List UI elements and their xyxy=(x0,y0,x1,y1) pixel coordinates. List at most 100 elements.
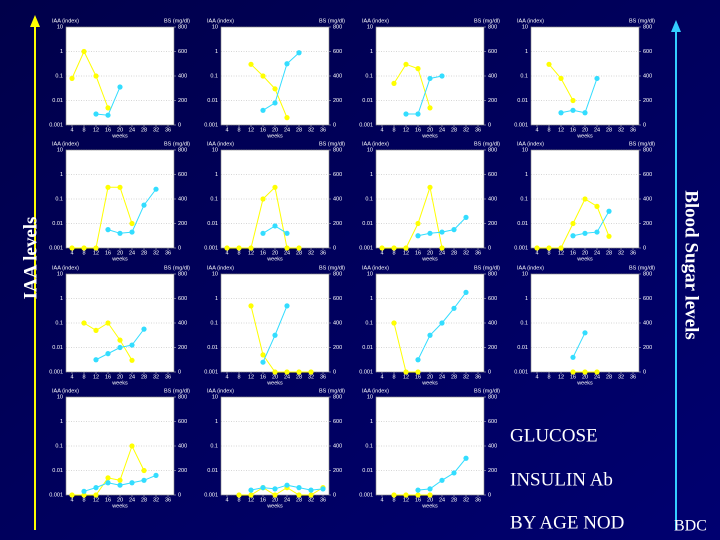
y-tick-label: 1 xyxy=(60,296,63,302)
y-tick-label: 0.01 xyxy=(362,98,373,104)
x-tick-label: 16 xyxy=(415,250,421,256)
x-tick-label: 4 xyxy=(70,374,73,380)
data-point xyxy=(427,75,433,82)
panel: 0.001 0.01 0.1 1 10 0 200 400 600 800 4 8 12 16 20 24 28… xyxy=(514,265,655,386)
y2-tick-label: 0 xyxy=(178,492,181,498)
data-point xyxy=(415,233,421,239)
data-point xyxy=(439,229,445,235)
y2-axis-label: BS (mg/dl) xyxy=(164,141,190,147)
data-point xyxy=(284,61,290,67)
y-tick-label: 0.1 xyxy=(210,320,218,326)
y2-tick-label: 400 xyxy=(333,443,342,449)
data-point xyxy=(105,475,111,481)
x-axis-label: weeks xyxy=(421,380,438,386)
data-point xyxy=(570,369,576,375)
data-point xyxy=(117,477,123,483)
y2-tick-label: 600 xyxy=(178,296,187,302)
y2-tick-label: 0 xyxy=(333,369,336,375)
x-axis-label: weeks xyxy=(266,256,283,262)
x-tick-label: 4 xyxy=(225,497,228,503)
y2-tick-label: 200 xyxy=(643,221,652,227)
plot-area xyxy=(220,396,330,496)
x-tick-label: 28 xyxy=(296,250,302,256)
y-tick-label: 10 xyxy=(57,394,63,400)
data-point xyxy=(558,75,564,81)
x-axis-label: weeks xyxy=(266,380,283,386)
x-tick-label: 32 xyxy=(618,250,624,256)
y-tick-label: 0.1 xyxy=(210,196,218,202)
y2-tick-label: 800 xyxy=(333,271,342,277)
y2-axis-label: BS (mg/dl) xyxy=(629,18,655,24)
y2-axis-label: BS (mg/dl) xyxy=(474,388,500,394)
panel: 0.001 0.01 0.1 1 10 0 200 400 600 800 4 8 12 16 20 24 28… xyxy=(49,388,190,509)
data-point xyxy=(308,492,314,498)
y-tick-label: 0.01 xyxy=(207,98,218,104)
y-tick-label: 1 xyxy=(370,296,373,302)
data-point xyxy=(117,230,123,236)
y-tick-label: 0.001 xyxy=(49,492,63,498)
x-tick-label: 12 xyxy=(93,250,99,256)
y2-tick-label: 0 xyxy=(643,245,646,251)
data-point xyxy=(105,351,111,357)
data-point xyxy=(236,492,242,498)
data-point xyxy=(558,110,564,116)
plot-area xyxy=(65,26,175,126)
data-point xyxy=(69,245,75,251)
y-tick-label: 0.1 xyxy=(210,443,218,449)
x-tick-label: 24 xyxy=(129,374,135,380)
data-point xyxy=(93,245,99,251)
y-tick-label: 0.01 xyxy=(362,468,373,474)
y2-tick-label: 0 xyxy=(643,122,646,128)
y-tick-label: 10 xyxy=(367,147,373,153)
data-point xyxy=(141,477,147,483)
panel: 0.001 0.01 0.1 1 10 0 200 400 600 800 4 8 12 16 20 24 28… xyxy=(204,18,345,139)
y-tick-label: 0.1 xyxy=(520,196,528,202)
x-tick-label: 12 xyxy=(93,497,99,503)
y2-tick-label: 200 xyxy=(333,98,342,104)
data-point xyxy=(284,115,290,121)
data-point xyxy=(93,73,99,79)
panel: 0.001 0.01 0.1 1 10 0 200 400 600 800 4 8 12 16 20 24 28… xyxy=(359,141,500,262)
x-tick-label: 4 xyxy=(70,127,73,133)
iaa-arrowhead xyxy=(30,15,40,27)
y2-tick-label: 600 xyxy=(333,419,342,425)
x-tick-label: 4 xyxy=(70,250,73,256)
x-tick-label: 20 xyxy=(272,374,278,380)
data-point xyxy=(129,220,135,227)
data-point xyxy=(606,208,612,214)
data-point xyxy=(594,75,600,82)
y2-axis-label: BS (mg/dl) xyxy=(164,388,190,394)
x-tick-label: 12 xyxy=(248,250,254,256)
data-point xyxy=(546,61,552,67)
x-tick-label: 8 xyxy=(237,250,240,256)
data-point xyxy=(296,485,302,491)
y2-tick-label: 600 xyxy=(488,419,497,425)
x-tick-label: 12 xyxy=(248,127,254,133)
data-point xyxy=(93,485,99,491)
right-label: Blood Sugar levels xyxy=(681,190,702,340)
y-tick-label: 10 xyxy=(212,147,218,153)
data-point xyxy=(272,223,278,229)
y2-tick-label: 0 xyxy=(178,245,181,251)
y-tick-label: 1 xyxy=(215,49,218,55)
y2-tick-label: 0 xyxy=(178,369,181,375)
x-tick-label: 28 xyxy=(451,127,457,133)
data-point xyxy=(260,196,266,202)
data-point xyxy=(427,105,433,111)
x-tick-label: 8 xyxy=(82,127,85,133)
x-tick-label: 4 xyxy=(380,250,383,256)
y2-tick-label: 200 xyxy=(488,221,497,227)
x-tick-label: 36 xyxy=(320,497,326,503)
x-tick-label: 24 xyxy=(594,127,600,133)
data-point xyxy=(81,492,87,498)
y2-tick-label: 800 xyxy=(488,271,497,277)
data-point xyxy=(463,289,469,295)
data-point xyxy=(105,112,111,118)
y2-tick-label: 400 xyxy=(488,320,497,326)
data-point xyxy=(594,229,600,235)
x-tick-label: 24 xyxy=(594,250,600,256)
x-tick-label: 4 xyxy=(225,127,228,133)
x-tick-label: 20 xyxy=(427,374,433,380)
x-tick-label: 8 xyxy=(237,497,240,503)
